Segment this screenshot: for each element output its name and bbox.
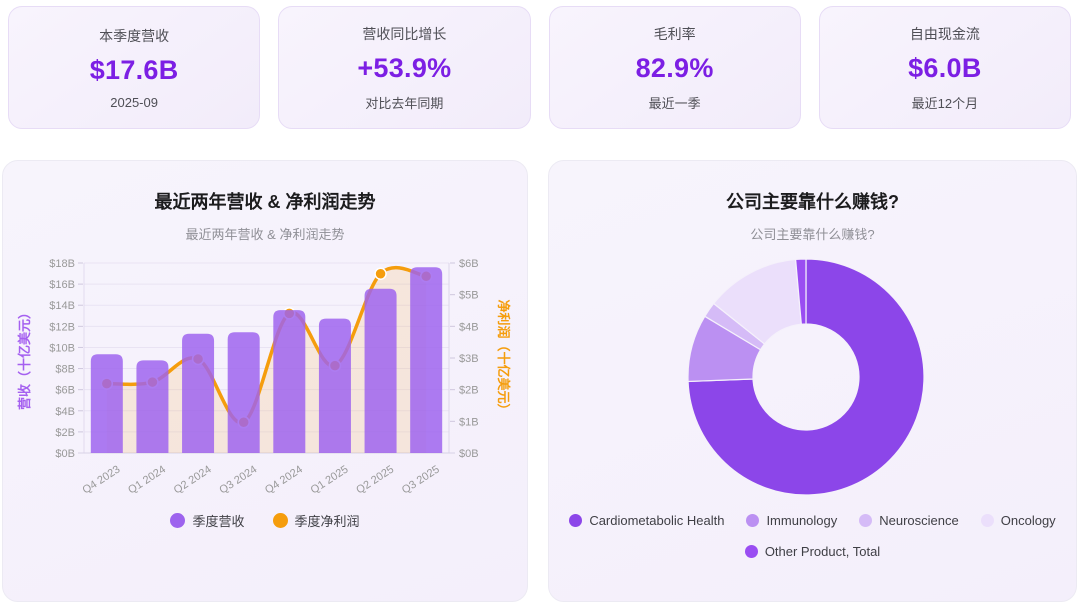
svg-text:Q4 2023: Q4 2023 [81, 463, 123, 496]
svg-text:$2B: $2B [459, 385, 479, 397]
legend-label: Cardiometabolic Health [589, 513, 725, 528]
legend-swatch-icon [569, 514, 583, 527]
legend-swatch-icon [859, 514, 873, 527]
svg-text:Q4 2024: Q4 2024 [263, 463, 305, 496]
svg-text:$12B: $12B [49, 321, 75, 333]
revenue-mix-panel: 公司主要靠什么赚钱? 公司主要靠什么赚钱? Cardiometabolic He… [548, 160, 1077, 602]
legend-item-segment[interactable]: Neuroscience [859, 513, 959, 528]
legend-label: 季度营收 [192, 514, 245, 529]
svg-text:$0B: $0B [459, 448, 479, 460]
kpi-card-free-cash-flow: 自由现金流 $6.0B 最近12个月 [818, 6, 1071, 129]
legend-swatch-icon [746, 514, 760, 527]
kpi-value: 82.9% [635, 52, 714, 83]
kpi-card-quarter-revenue: 本季度营收 $17.6B 2025-09 [8, 6, 261, 129]
svg-text:$16B: $16B [49, 279, 75, 291]
kpi-subtext: 对比去年同期 [365, 95, 444, 111]
legend-swatch-icon [170, 513, 186, 528]
kpi-label: 自由现金流 [909, 25, 980, 42]
bar-line-chart-canvas[interactable]: $0B $2B $4B $6B $8B $10B $12B $14B $16B $18B $0B $1… [3, 247, 528, 497]
chart-title: 公司主要靠什么赚钱? [726, 192, 899, 212]
svg-text:$18B: $18B [49, 258, 75, 270]
kpi-value: $17.6B [89, 54, 179, 85]
legend-label: Oncology [1000, 513, 1056, 528]
bar-line-chart[interactable]: $0B $2B $4B $6B $8B $10B $12B $14B $16B $18B $0B $1… [3, 247, 527, 497]
svg-text:$8B: $8B [55, 364, 75, 376]
kpi-card-yoy-growth: 营收同比增长 +53.9% 对比去年同期 [278, 6, 531, 129]
svg-text:$6B: $6B [55, 385, 75, 397]
svg-text:$6B: $6B [459, 258, 479, 270]
svg-text:$14B: $14B [49, 300, 75, 312]
kpi-subtext: 最近一季 [648, 95, 701, 111]
donut-legend-row1: Cardiometabolic Health Immunology Neurosci… [549, 513, 1076, 528]
charts-row: 最近两年营收 & 净利润走势 最近两年营收 & 净利润走势 $0B $2B $4B $… [0, 160, 1079, 602]
bar-line-chart-legend: 季度营收 季度净利润 [3, 511, 527, 530]
svg-text:Q3 2025: Q3 2025 [400, 463, 442, 496]
kpi-label: 毛利率 [653, 25, 696, 42]
kpi-label: 本季度营收 [99, 27, 170, 44]
kpi-card-gross-margin: 毛利率 82.9% 最近一季 [548, 6, 801, 129]
legend-swatch-icon [272, 513, 288, 528]
legend-swatch-icon [744, 545, 758, 558]
svg-text:Q2 2025: Q2 2025 [354, 463, 396, 496]
legend-item-segment[interactable]: Cardiometabolic Health [569, 513, 724, 528]
legend-label: 季度净利润 [294, 514, 360, 529]
svg-text:$10B: $10B [49, 342, 75, 354]
svg-text:$5B: $5B [459, 290, 479, 302]
svg-text:$4B: $4B [55, 406, 75, 418]
donut-chart[interactable] [549, 247, 1076, 497]
legend-item-segment[interactable]: Immunology [746, 513, 837, 528]
revenue-profit-trend-panel: 最近两年营收 & 净利润走势 最近两年营收 & 净利润走势 $0B $2B $4B $… [2, 160, 528, 602]
svg-text:$2B: $2B [55, 427, 75, 439]
kpi-subtext: 2025-09 [110, 94, 158, 110]
chart-title: 最近两年营收 & 净利润走势 [154, 192, 376, 212]
legend-item-line[interactable]: 季度净利润 [272, 511, 360, 530]
svg-text:Q3 2024: Q3 2024 [217, 463, 259, 496]
svg-text:Q2 2024: Q2 2024 [172, 463, 214, 496]
kpi-value: $6.0B [908, 52, 982, 83]
svg-text:$3B: $3B [459, 353, 479, 365]
donut-chart-canvas[interactable] [549, 247, 1077, 497]
legend-item-segment[interactable]: Other Product, Total [744, 544, 881, 559]
legend-item-segment[interactable]: Oncology [980, 513, 1056, 528]
svg-text:营收（十亿美元）: 营收（十亿美元） [17, 306, 32, 410]
chart-subtitle: 最近两年营收 & 净利润走势 [185, 227, 345, 242]
kpi-label: 营收同比增长 [362, 25, 447, 42]
svg-text:$0B: $0B [55, 448, 75, 460]
svg-text:Q1 2024: Q1 2024 [126, 463, 168, 496]
legend-label: Other Product, Total [764, 544, 881, 559]
svg-text:净利润（十亿美元）: 净利润（十亿美元） [496, 299, 511, 416]
kpi-cards-row: 本季度营收 $17.6B 2025-09 营收同比增长 +53.9% 对比去年同… [0, 0, 1079, 129]
legend-label: Immunology [766, 513, 838, 528]
kpi-value: +53.9% [357, 52, 452, 83]
legend-label: Neuroscience [879, 513, 959, 528]
donut-legend-row2: Other Product, Total [549, 544, 1076, 559]
kpi-subtext: 最近12个月 [911, 95, 979, 111]
svg-text:$4B: $4B [459, 321, 479, 333]
legend-item-bar[interactable]: 季度营收 [170, 511, 245, 530]
svg-text:Q1 2025: Q1 2025 [309, 463, 351, 496]
legend-swatch-icon [980, 514, 994, 527]
chart-subtitle: 公司主要靠什么赚钱? [750, 227, 875, 242]
svg-text:$1B: $1B [459, 416, 479, 428]
